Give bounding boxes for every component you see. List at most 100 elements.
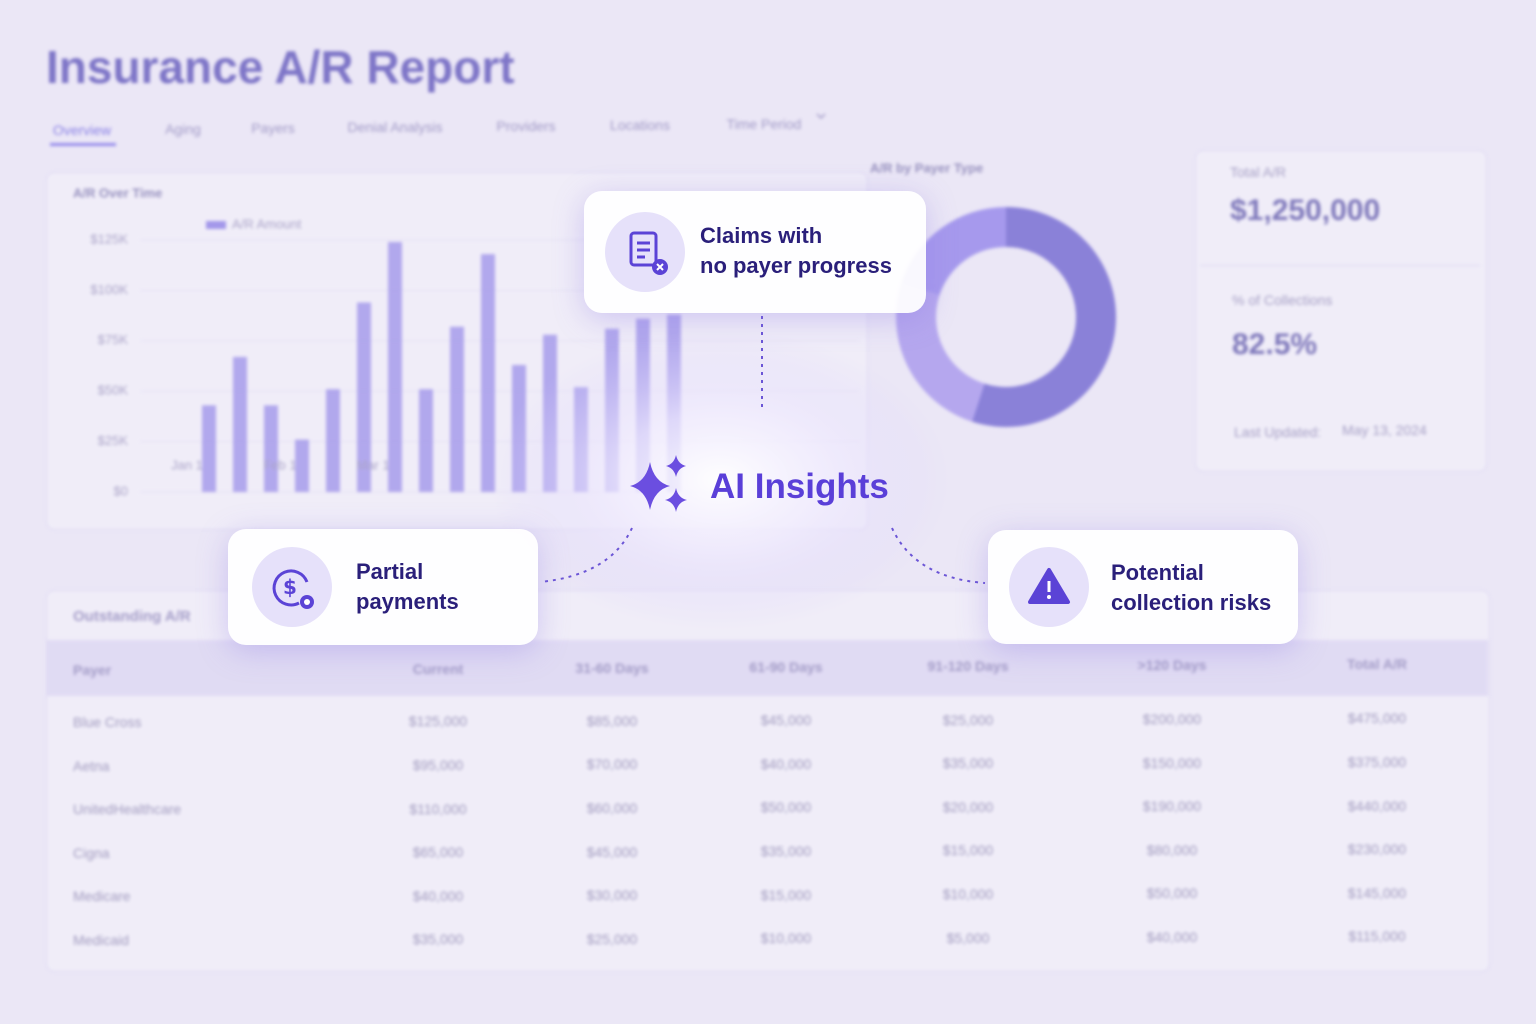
- table-cell: $45,000: [586, 843, 638, 860]
- updated-label: Last Updated:: [1234, 424, 1322, 440]
- card-text: Partial: [356, 559, 424, 584]
- y-tick-label: $75K: [98, 332, 129, 347]
- bar: [326, 389, 340, 492]
- card-text: no payer progress: [700, 253, 892, 278]
- table-cell: $35,000: [942, 755, 994, 772]
- glow: [490, 330, 950, 630]
- column-header: Payer: [73, 662, 112, 678]
- y-tick-label: $50K: [98, 383, 129, 398]
- table-cell: $190,000: [1142, 798, 1202, 815]
- table-cell: $30,000: [586, 887, 638, 904]
- y-tick-label: $0: [114, 483, 128, 498]
- active-tab-underline: [50, 143, 116, 146]
- table-cell: $230,000: [1347, 841, 1407, 858]
- kpi-value: 82.5%: [1232, 328, 1318, 361]
- table-cell: $125,000: [408, 713, 468, 730]
- table-cell: Medicare: [73, 888, 131, 905]
- table-cell: $15,000: [942, 842, 994, 859]
- svg-text:$: $: [283, 575, 297, 599]
- table-cell: $40,000: [760, 755, 812, 772]
- tab[interactable]: Providers: [496, 118, 556, 134]
- table-title: Outstanding A/R: [73, 608, 191, 625]
- bar: [388, 242, 402, 492]
- card-text: Claims with: [700, 223, 823, 248]
- connector: [539, 527, 633, 583]
- tab[interactable]: Payers: [251, 120, 295, 136]
- card-icon: $: [252, 547, 332, 627]
- table-cell: $10,000: [760, 930, 812, 947]
- bar: [419, 389, 433, 492]
- table-cell: $115,000: [1348, 928, 1406, 945]
- kpi-panel: [1195, 150, 1487, 472]
- table-cell: $15,000: [760, 886, 812, 903]
- y-tick-label: $100K: [90, 282, 128, 297]
- table-header-row: [46, 640, 1488, 696]
- table-cell: $65,000: [412, 844, 464, 861]
- column-header: >120 Days: [1137, 657, 1207, 673]
- tab[interactable]: Time Period: [726, 116, 802, 132]
- table-cell: $150,000: [1142, 754, 1202, 771]
- bar: [295, 439, 309, 492]
- tab[interactable]: Locations: [610, 117, 670, 133]
- table-cell: $35,000: [760, 843, 812, 859]
- tab[interactable]: Denial Analysis: [347, 119, 443, 135]
- bar: [357, 302, 371, 492]
- insights-title: AI Insights: [710, 467, 889, 506]
- chart-title: A/R Over Time: [73, 185, 162, 200]
- table-cell: $5,000: [946, 929, 990, 946]
- bar: [233, 356, 247, 492]
- table-cell: $375,000: [1347, 754, 1407, 770]
- table-cell: Medicaid: [73, 932, 130, 948]
- table-cell: $25,000: [942, 711, 994, 728]
- table-cell: Aetna: [73, 757, 110, 774]
- table-cell: $80,000: [1146, 841, 1198, 858]
- card-text: payments: [356, 589, 459, 614]
- column-header: Total A/R: [1347, 656, 1407, 672]
- dropdown-chevron: [816, 113, 826, 120]
- bar: [481, 254, 495, 492]
- table-cell: $200,000: [1142, 711, 1202, 727]
- bar: [264, 405, 278, 492]
- insight-card[interactable]: Potential collection risks: [988, 530, 1298, 644]
- table-cell: Blue Cross: [73, 714, 142, 730]
- table-cell: $50,000: [1146, 885, 1198, 902]
- kpi-divider: [1200, 265, 1480, 266]
- table-cell: Cigna: [73, 844, 110, 861]
- table-cell: $20,000: [942, 798, 994, 815]
- chart-title: A/R by Payer Type: [870, 160, 983, 175]
- insight-card[interactable]: $ Partial payments: [228, 529, 538, 645]
- card-icon: [1009, 547, 1089, 627]
- tab[interactable]: Overview: [52, 122, 112, 138]
- column-header: Current: [412, 661, 464, 677]
- kpi-value: $1,250,000: [1230, 194, 1381, 227]
- donut-segment: [896, 283, 985, 422]
- donut-segment: [901, 207, 1006, 296]
- insight-card[interactable]: Claims with no payer progress: [584, 191, 926, 313]
- card-text: collection risks: [1111, 590, 1272, 615]
- x-tick-label: Mar 1: [356, 457, 389, 472]
- tab[interactable]: Aging: [165, 121, 201, 137]
- x-tick-label: Feb 1: [263, 457, 296, 472]
- bar: [450, 326, 464, 492]
- y-tick-label: $25K: [98, 433, 129, 448]
- table-cell: $35,000: [412, 931, 464, 948]
- bar: [202, 405, 216, 492]
- table-cell: $40,000: [412, 887, 464, 904]
- kpi-label: Total A/R: [1230, 164, 1287, 180]
- report-title: Insurance A/R Report: [46, 41, 515, 93]
- table-cell: $60,000: [586, 800, 638, 816]
- legend-label: A/R Amount: [232, 216, 302, 231]
- table-cell: $10,000: [942, 886, 994, 902]
- card-icon: [605, 212, 685, 292]
- card-text: Potential: [1111, 560, 1204, 585]
- table-cell: $145,000: [1347, 884, 1407, 901]
- table-cell: $440,000: [1347, 797, 1407, 814]
- column-header: 91-120 Days: [927, 658, 1009, 674]
- table-cell: $110,000: [409, 800, 467, 817]
- table-cell: $70,000: [586, 756, 638, 773]
- column-header: 61-90 Days: [749, 659, 823, 675]
- donut-segment: [972, 207, 1116, 428]
- table-cell: $95,000: [412, 757, 464, 773]
